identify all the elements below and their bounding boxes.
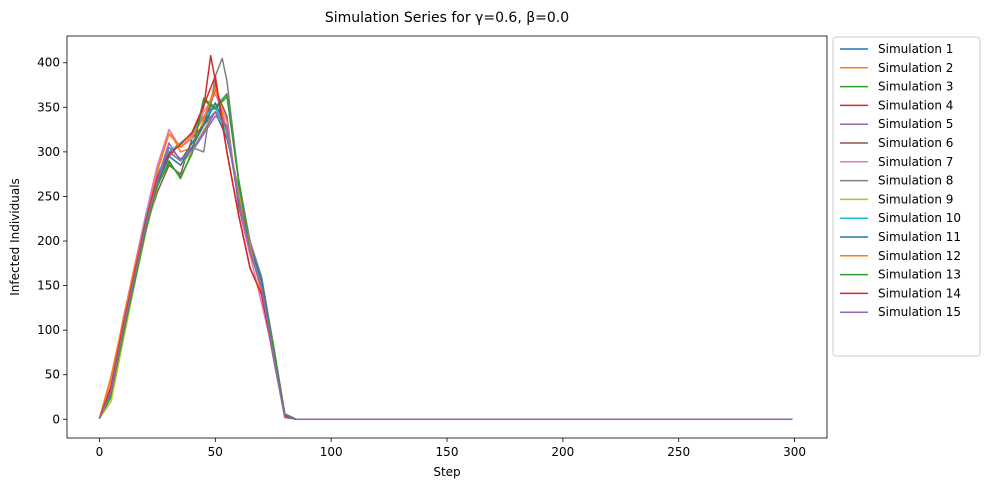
legend-label: Simulation 14 xyxy=(878,286,961,300)
y-axis-label: Infected Individuals xyxy=(8,178,22,296)
legend-label: Simulation 11 xyxy=(878,230,961,244)
legend-label: Simulation 10 xyxy=(878,211,961,225)
y-axis: 0 50 100 150 200 250 300 350 400 xyxy=(37,56,67,427)
legend-label: Simulation 1 xyxy=(878,42,953,56)
x-tick-label: 250 xyxy=(667,445,690,459)
x-tick-label: 200 xyxy=(551,445,574,459)
y-tick-label: 300 xyxy=(37,145,60,159)
x-tick-label: 0 xyxy=(96,445,104,459)
legend-label: Simulation 9 xyxy=(878,192,953,206)
y-tick-label: 200 xyxy=(37,234,60,248)
y-tick-label: 350 xyxy=(37,100,60,114)
y-tick-label: 50 xyxy=(45,368,60,382)
x-axis-label: Step xyxy=(433,465,460,479)
plot-frame xyxy=(67,36,827,438)
x-tick-label: 300 xyxy=(783,445,806,459)
x-tick-label: 50 xyxy=(208,445,223,459)
legend-label: Simulation 2 xyxy=(878,61,953,75)
plot-area xyxy=(67,36,827,438)
x-tick-label: 100 xyxy=(320,445,343,459)
legend-label: Simulation 13 xyxy=(878,268,961,282)
y-tick-label: 250 xyxy=(37,189,60,203)
legend: Simulation 1 Simulation 2 Simulation 3 Simu… xyxy=(833,37,980,356)
legend-label: Simulation 8 xyxy=(878,174,953,188)
x-axis: 0 50 100 150 200 250 300 xyxy=(96,438,806,459)
y-tick-label: 400 xyxy=(37,56,60,70)
y-tick-label: 0 xyxy=(52,412,60,426)
legend-label: Simulation 7 xyxy=(878,155,953,169)
legend-label: Simulation 3 xyxy=(878,80,953,94)
legend-label: Simulation 5 xyxy=(878,117,953,131)
legend-label: Simulation 12 xyxy=(878,249,961,263)
legend-label: Simulation 6 xyxy=(878,136,953,150)
y-tick-label: 100 xyxy=(37,323,60,337)
legend-label: Simulation 15 xyxy=(878,305,961,319)
x-tick-label: 150 xyxy=(436,445,459,459)
chart-title: Simulation Series for γ=0.6, β=0.0 xyxy=(325,10,569,26)
legend-label: Simulation 4 xyxy=(878,98,953,112)
y-tick-label: 150 xyxy=(37,279,60,293)
